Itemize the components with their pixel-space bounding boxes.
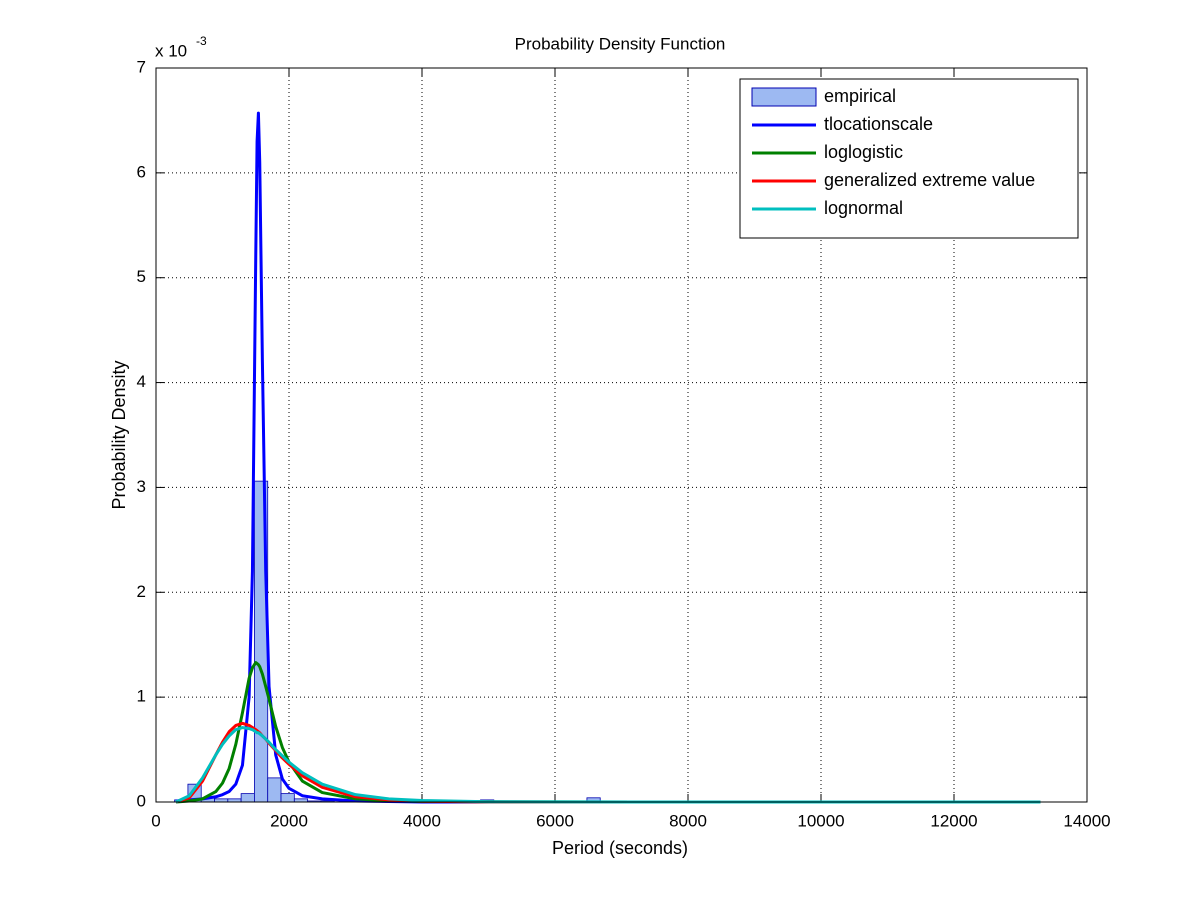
x-axis-label: Period (seconds) bbox=[552, 838, 688, 858]
y-tick-label: 6 bbox=[137, 162, 146, 181]
chart-title: Probability Density Function bbox=[515, 34, 726, 53]
x-tick-label: 10000 bbox=[797, 811, 844, 830]
x-tick-label: 4000 bbox=[403, 811, 441, 830]
y-tick-label: 3 bbox=[137, 477, 146, 496]
x-tick-label: 6000 bbox=[536, 811, 574, 830]
y-tick-label: 7 bbox=[137, 57, 146, 76]
y-axis-label: Probability Density bbox=[109, 360, 129, 509]
y-tick-label: 5 bbox=[137, 267, 146, 286]
histogram-bar bbox=[240, 793, 255, 803]
x-tick-label: 14000 bbox=[1063, 811, 1110, 830]
y-tick-label: 2 bbox=[137, 582, 146, 601]
y-tick-label: 4 bbox=[137, 372, 146, 391]
x-tick-label: 12000 bbox=[930, 811, 977, 830]
legend: empirical tlocationscale loglogistic genera… bbox=[739, 78, 1079, 239]
y-multiplier: x 10 bbox=[155, 41, 187, 60]
legend-label: empirical bbox=[824, 86, 896, 106]
axes-box bbox=[155, 67, 1088, 803]
legend-label: lognormal bbox=[824, 198, 903, 218]
x-tick-label: 0 bbox=[151, 811, 160, 830]
y-exponent: -3 bbox=[196, 34, 207, 48]
legend-label: loglogistic bbox=[824, 142, 903, 162]
legend-label: tlocationscale bbox=[824, 114, 933, 134]
x-tick-label: 8000 bbox=[669, 811, 707, 830]
x-tick-label: 2000 bbox=[270, 811, 308, 830]
legend-label: generalized extreme value bbox=[824, 170, 1035, 190]
histogram-bar bbox=[280, 793, 295, 803]
fit-line bbox=[175, 726, 1041, 804]
legend-swatch bbox=[751, 87, 817, 107]
y-tick-label: 0 bbox=[137, 791, 146, 810]
histogram-bar bbox=[267, 777, 282, 803]
y-tick-label: 1 bbox=[137, 687, 146, 706]
